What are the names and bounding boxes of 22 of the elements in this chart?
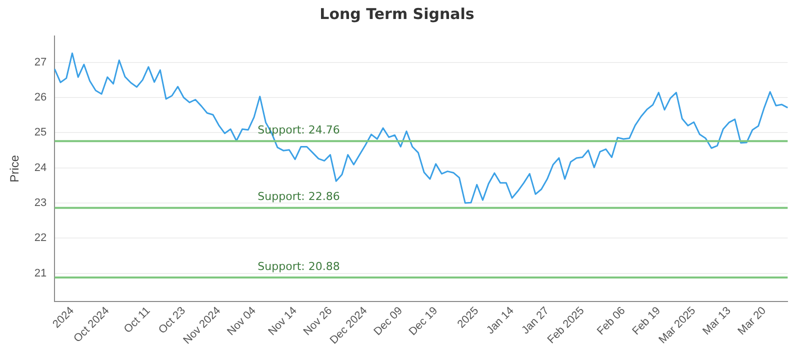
y-tick-label: 21 <box>34 267 47 280</box>
chart-title: Long Term Signals <box>320 4 474 23</box>
x-tick-label: Feb 06 <box>595 304 628 338</box>
ref-line-label: Support: 20.88 <box>258 260 340 273</box>
x-tick-label: Mar 20 <box>736 304 768 338</box>
y-tick-label: 26 <box>34 92 47 104</box>
ref-line-label: Support: 22.86 <box>258 190 340 204</box>
x-tick-label: Oct 11 <box>122 304 153 336</box>
x-tick-label: Mar 13 <box>700 304 734 338</box>
y-tick-label: 23 <box>34 196 47 209</box>
x-tick-label: Nov 14 <box>266 304 300 338</box>
y-tick-label: 25 <box>34 126 47 139</box>
x-tick-label: Feb 19 <box>630 304 663 338</box>
y-tick-label: 27 <box>34 56 47 68</box>
y-axis-title: Price <box>8 154 22 182</box>
x-tick-label: Jan 14 <box>484 304 516 337</box>
x-tick-label: Oct 23 <box>156 304 188 336</box>
y-tick-label: 22 <box>34 232 47 244</box>
x-tick-label: Nov 04 <box>225 304 258 338</box>
x-tick-label: Dec 19 <box>406 304 440 338</box>
x-tick-label: Dec 09 <box>372 304 405 338</box>
y-tick-label: 24 <box>34 162 47 174</box>
